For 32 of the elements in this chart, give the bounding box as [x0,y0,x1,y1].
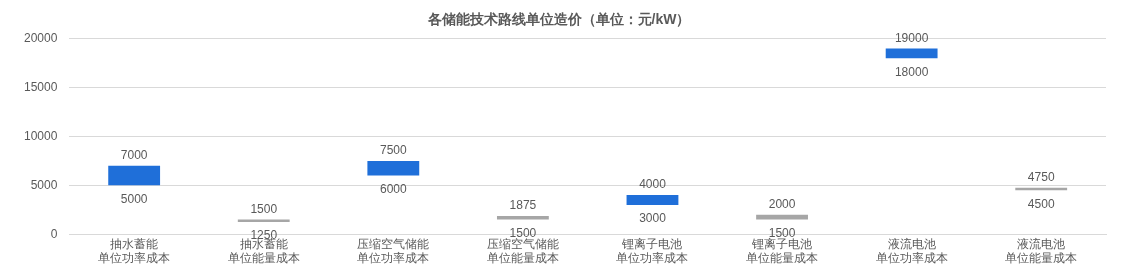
x-tick-label: 锂离子电池单位能量成本 [746,236,819,266]
x-tick-label: 抽水蓄能单位功率成本 [98,236,171,266]
annotation: 4750 [1027,170,1055,185]
y-tick-label: 20000 [23,31,58,46]
bar [367,160,420,176]
annotation: 7000 [120,148,148,163]
annotation: 4000 [639,177,667,192]
bar [756,214,808,220]
annotation: 18000 [894,64,929,79]
bar [496,215,549,220]
y-tick-label: 15000 [23,79,58,94]
annotation: 7500 [379,143,407,158]
annotation: 6000 [379,181,407,196]
chart-title: 各储能技术路线单位造价（单位：元/kW） [426,11,691,28]
y-tick-label: 5000 [30,177,58,192]
annotation: 4500 [1027,196,1055,211]
x-tick-label: 压缩空气储能单位能量成本 [486,236,559,266]
y-tick-label: 0 [50,226,58,241]
bar [108,165,161,186]
bar [626,195,679,205]
x-tick-label: 液流电池单位能量成本 [1005,236,1078,266]
annotation: 19000 [894,30,929,45]
annotation: 2000 [768,196,796,211]
annotation: 3000 [639,211,667,226]
x-tick-label: 压缩空气储能单位功率成本 [357,236,430,266]
annotation: 5000 [120,191,148,206]
x-tick-label: 液流电池单位功率成本 [875,236,948,266]
annotation: 1875 [509,198,537,213]
x-tick-label: 锂离子电池单位功率成本 [616,236,689,266]
y-tick-label: 10000 [23,128,58,143]
annotation: 1500 [250,201,278,216]
bar [885,48,938,59]
